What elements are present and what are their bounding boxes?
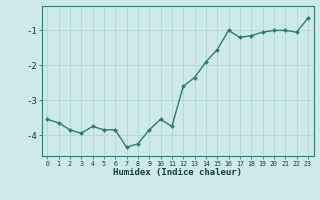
X-axis label: Humidex (Indice chaleur): Humidex (Indice chaleur) — [113, 168, 242, 177]
